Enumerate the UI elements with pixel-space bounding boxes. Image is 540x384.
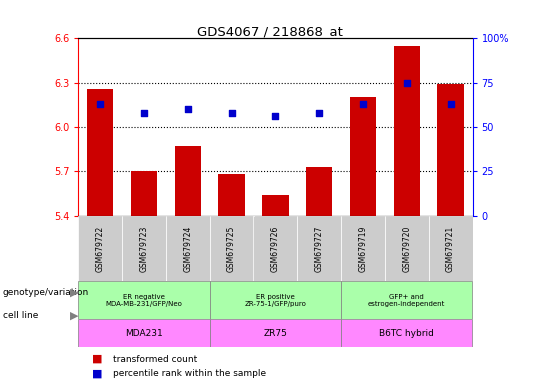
- Text: GSM679724: GSM679724: [183, 225, 192, 272]
- Text: GSM679726: GSM679726: [271, 225, 280, 272]
- Bar: [174, 146, 201, 215]
- Bar: [306, 167, 332, 215]
- Text: GSM679722: GSM679722: [96, 225, 105, 271]
- Bar: [166, 215, 210, 281]
- Text: MDA231: MDA231: [125, 329, 163, 338]
- Bar: [87, 89, 113, 215]
- Text: GSM679723: GSM679723: [139, 225, 148, 272]
- Bar: [210, 319, 341, 347]
- Bar: [78, 281, 210, 319]
- Bar: [341, 215, 385, 281]
- Point: [402, 79, 411, 86]
- Point: [184, 106, 192, 113]
- Text: ZR75: ZR75: [264, 329, 287, 338]
- Text: GSM679725: GSM679725: [227, 225, 236, 272]
- Text: ■: ■: [92, 354, 102, 364]
- Bar: [341, 281, 472, 319]
- Text: GSM679720: GSM679720: [402, 225, 411, 272]
- Text: B6TC hybrid: B6TC hybrid: [380, 329, 434, 338]
- Point: [315, 110, 323, 116]
- Text: genotype/variation: genotype/variation: [3, 288, 89, 297]
- Bar: [298, 215, 341, 281]
- Bar: [131, 171, 157, 215]
- Bar: [341, 319, 472, 347]
- Point: [96, 101, 105, 107]
- Bar: [437, 84, 464, 215]
- Text: cell line: cell line: [3, 311, 38, 320]
- Bar: [394, 46, 420, 215]
- Text: GSM679719: GSM679719: [359, 225, 368, 272]
- Text: ER negative
MDA-MB-231/GFP/Neo: ER negative MDA-MB-231/GFP/Neo: [105, 294, 183, 307]
- Bar: [385, 215, 429, 281]
- Point: [227, 110, 236, 116]
- Bar: [219, 174, 245, 215]
- Bar: [78, 215, 122, 281]
- Text: GDS4067 / 218868_at: GDS4067 / 218868_at: [197, 25, 343, 38]
- Point: [140, 110, 149, 116]
- Point: [446, 101, 455, 107]
- Point: [359, 101, 367, 107]
- Text: transformed count: transformed count: [113, 354, 198, 364]
- Text: GSM679727: GSM679727: [315, 225, 323, 272]
- Bar: [350, 98, 376, 215]
- Text: ER positive
ZR-75-1/GFP/puro: ER positive ZR-75-1/GFP/puro: [245, 294, 306, 307]
- Point: [271, 113, 280, 119]
- Text: GFP+ and
estrogen-independent: GFP+ and estrogen-independent: [368, 294, 446, 307]
- Bar: [429, 215, 472, 281]
- Bar: [253, 215, 298, 281]
- Bar: [122, 215, 166, 281]
- Bar: [210, 215, 253, 281]
- Text: ▶: ▶: [70, 311, 78, 321]
- Bar: [78, 319, 210, 347]
- Text: GSM679721: GSM679721: [446, 225, 455, 271]
- Text: ■: ■: [92, 368, 102, 378]
- Bar: [262, 195, 288, 215]
- Bar: [210, 281, 341, 319]
- Text: percentile rank within the sample: percentile rank within the sample: [113, 369, 267, 378]
- Text: ▶: ▶: [70, 288, 78, 298]
